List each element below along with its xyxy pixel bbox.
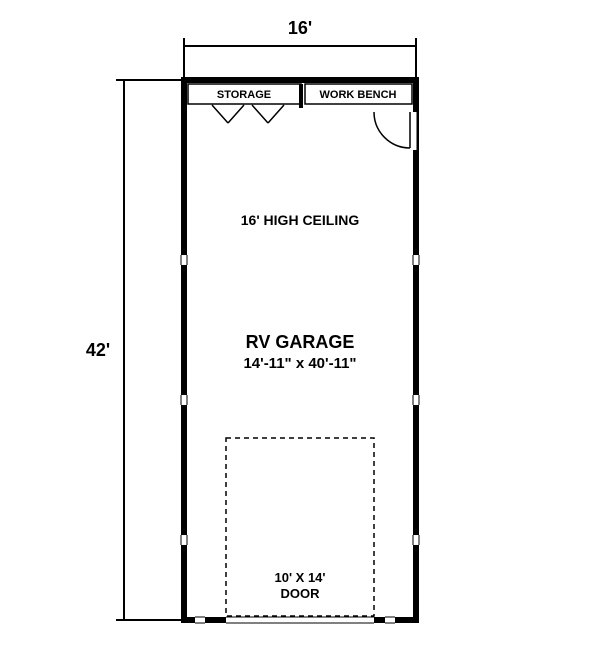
width-dimension-label: 16' [288, 18, 312, 38]
left-dimension: 42' [86, 80, 184, 620]
floorplan-canvas: 16' 42' [0, 0, 600, 667]
entry-door [374, 112, 413, 150]
top-dimension: 16' [184, 18, 416, 80]
door-label: DOOR [281, 586, 321, 601]
building-walls [180, 80, 420, 624]
room-title: RV GARAGE [246, 332, 355, 352]
workbench-label: WORK BENCH [320, 89, 397, 101]
storage-area: STORAGE [188, 84, 301, 104]
door-size-label: 10' X 14' [275, 570, 326, 585]
ceiling-height-label: 16' HIGH CEILING [241, 212, 360, 228]
room-dimensions: 14'-11" x 40'-11" [243, 355, 356, 372]
workbench-area: WORK BENCH [305, 84, 412, 104]
storage-label: STORAGE [217, 89, 271, 101]
height-dimension-label: 42' [86, 340, 110, 360]
